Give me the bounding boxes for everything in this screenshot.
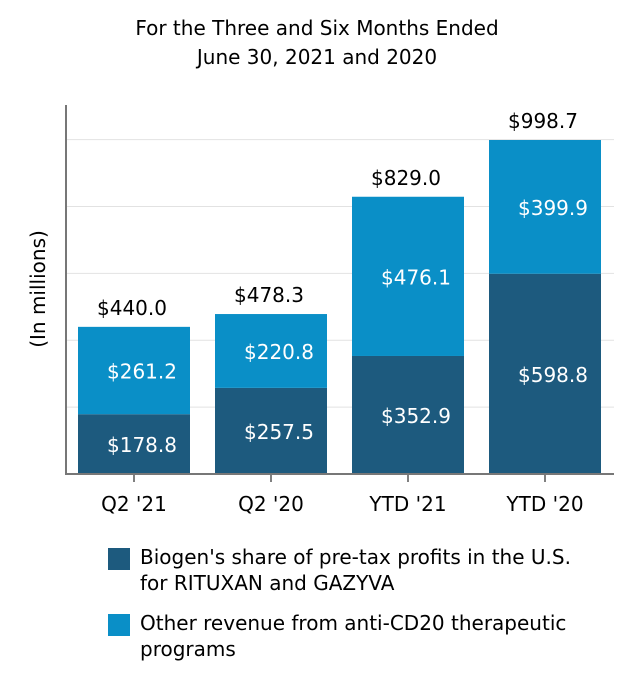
legend-item-biogen-share: Biogen's share of pre-tax profits in the… — [108, 544, 628, 596]
bar-total-label: $829.0 — [371, 166, 441, 190]
bar-segment-other-revenue — [215, 314, 327, 388]
chart-title-line-2: June 30, 2021 and 2020 — [196, 45, 438, 69]
bar-segment-biogen-share — [489, 273, 601, 474]
segment-value-label: $220.8 — [244, 340, 314, 364]
y-axis-label: (In millions) — [26, 230, 50, 348]
bar-total-label: $998.7 — [508, 109, 578, 133]
segment-value-label: $261.2 — [107, 360, 177, 384]
legend-swatch-dark — [108, 548, 130, 570]
bar-total-label: $478.3 — [234, 283, 304, 307]
stacked-bar-chart: $178.8 $261.2 $440.0 Q2 '21 $257.5 $220.8 $478… — [26, 105, 614, 516]
bar-segment-biogen-share — [352, 355, 464, 474]
segment-value-label: $476.1 — [381, 265, 451, 289]
x-tick-label: YTD '20 — [505, 492, 583, 516]
bar-segment-other-revenue — [78, 326, 190, 415]
legend-label-line: for RITUXAN and GAZYVA — [140, 571, 395, 595]
legend-item-other-revenue: Other revenue from anti-CD20 therapeutic… — [108, 610, 628, 662]
segment-value-label: $399.9 — [518, 196, 588, 220]
legend-label-line: Other revenue from anti-CD20 therapeutic — [140, 611, 567, 635]
segment-value-label: $352.9 — [381, 404, 451, 428]
bar-segment-biogen-share — [78, 414, 190, 474]
bar-segment-other-revenue — [489, 140, 601, 274]
legend-label-line: programs — [140, 637, 236, 661]
x-tick-label: Q2 '20 — [238, 492, 304, 516]
segment-value-label: $257.5 — [244, 420, 314, 444]
chart-legend: Biogen's share of pre-tax profits in the… — [108, 544, 628, 672]
legend-label-line: Biogen's share of pre-tax profits in the… — [140, 545, 571, 569]
segment-value-label: $598.8 — [518, 363, 588, 387]
bar-segment-other-revenue — [352, 196, 464, 356]
chart-title-line-1: For the Three and Six Months Ended — [135, 16, 499, 40]
x-tick-label: Q2 '21 — [101, 492, 167, 516]
bar-total-label: $440.0 — [97, 296, 167, 320]
bar-segment-biogen-share — [215, 387, 327, 474]
legend-swatch-light — [108, 614, 130, 636]
segment-value-label: $178.8 — [107, 433, 177, 457]
x-tick-label: YTD '21 — [368, 492, 446, 516]
